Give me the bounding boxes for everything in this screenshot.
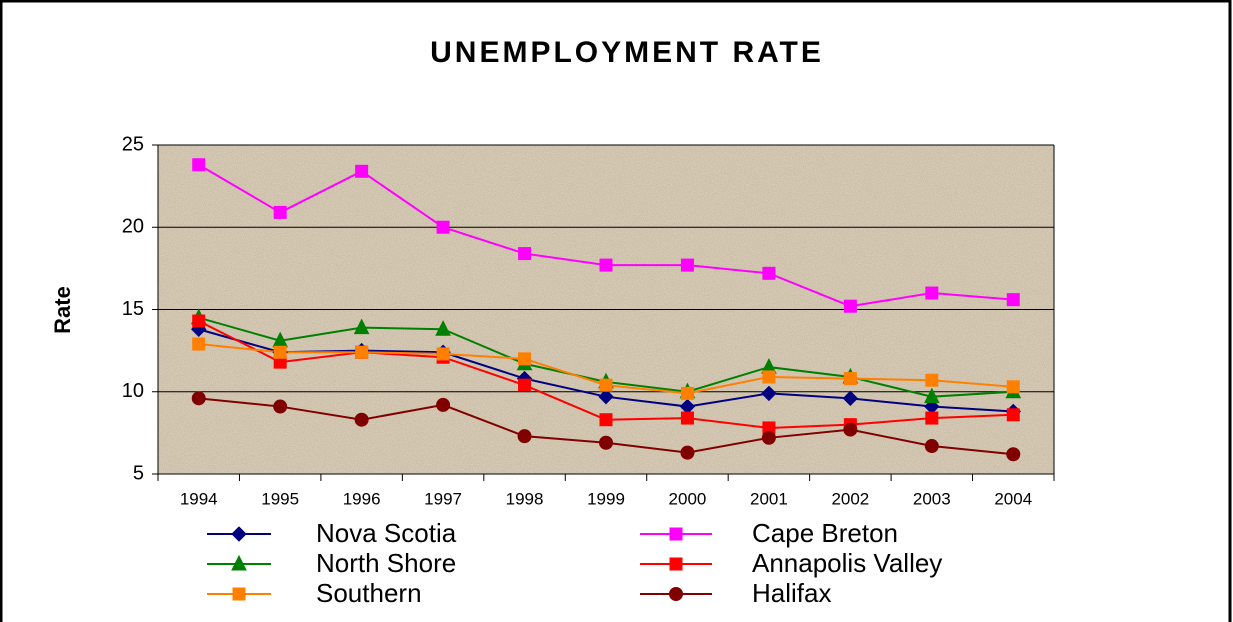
marker: [273, 399, 288, 414]
legend-marker: [669, 557, 683, 571]
y-axis-label: Rate: [50, 286, 75, 334]
legend-label: Cape Breton: [752, 518, 898, 548]
x-tick-label: 2002: [831, 489, 869, 508]
x-tick-label: 1999: [587, 489, 625, 508]
chart-title: UNEMPLOYMENT RATE: [430, 36, 824, 69]
marker: [1006, 293, 1020, 307]
marker: [680, 445, 695, 460]
legend-label: Halifax: [752, 578, 831, 608]
legend-label: Annapolis Valley: [752, 548, 942, 578]
legend-marker: [231, 526, 247, 542]
marker: [598, 388, 614, 405]
marker: [843, 299, 857, 313]
marker: [680, 258, 694, 272]
x-tick-label: 1995: [261, 489, 299, 508]
marker: [925, 373, 939, 387]
plot-layer: 5 10 15 20 25 1994 1995 1996 1997 1998 1999 2000 200…: [122, 133, 1055, 608]
marker: [355, 164, 369, 178]
legend-label: Nova Scotia: [316, 518, 457, 548]
x-tick-label: 2004: [994, 489, 1032, 508]
marker: [192, 158, 206, 172]
marker: [273, 205, 287, 219]
x-tick-label: 2000: [669, 489, 707, 508]
marker: [924, 439, 939, 454]
marker: [924, 387, 940, 404]
x-tick-label: 1994: [180, 489, 218, 508]
y-tick-label: 5: [133, 462, 144, 484]
y-tick-label: 25: [122, 133, 144, 155]
marker: [518, 378, 532, 392]
y-tick-label: 10: [122, 380, 144, 402]
marker: [1006, 380, 1020, 394]
marker: [680, 411, 694, 425]
x-tick-label: 2003: [913, 489, 951, 508]
x-tick-label: 2001: [750, 489, 788, 508]
marker: [518, 247, 532, 261]
marker: [354, 412, 369, 427]
x-tick-label: 1998: [506, 489, 544, 508]
legend-label: Southern: [316, 578, 422, 608]
marker: [191, 391, 206, 406]
marker: [843, 422, 858, 437]
marker: [599, 413, 613, 427]
legend-marker: [232, 587, 246, 601]
x-tick-label: 1997: [424, 489, 462, 508]
marker: [435, 320, 451, 336]
marker: [599, 258, 613, 272]
marker: [353, 318, 370, 335]
marker: [518, 352, 532, 366]
marker: [599, 435, 613, 450]
marker: [517, 429, 532, 444]
legend-marker: [669, 587, 683, 601]
marker: [843, 372, 857, 386]
marker: [192, 314, 206, 328]
legend-marker: [231, 554, 247, 571]
x-tick-label: 1996: [343, 489, 381, 508]
y-tick-label: 20: [122, 216, 144, 238]
marker: [761, 385, 777, 402]
marker: [436, 397, 451, 412]
marker: [842, 390, 859, 407]
marker: [192, 337, 206, 351]
marker: [599, 378, 613, 392]
marker: [762, 370, 776, 384]
y-tick-label: 15: [122, 298, 144, 320]
marker: [436, 220, 450, 234]
marker: [1006, 408, 1020, 422]
marker: [680, 386, 694, 400]
marker: [436, 347, 450, 361]
marker: [925, 286, 939, 300]
marker: [1006, 447, 1021, 462]
marker: [355, 345, 369, 359]
legend-label: North Shore: [316, 548, 456, 578]
marker: [761, 430, 776, 445]
marker: [925, 411, 939, 425]
marker: [762, 266, 776, 280]
legend-marker: [669, 527, 683, 541]
marker: [273, 345, 287, 359]
